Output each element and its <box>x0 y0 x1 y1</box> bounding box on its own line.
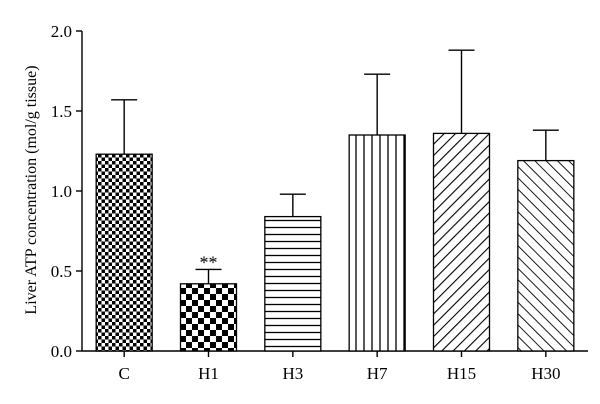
x-axis: C H1 H3 H7 H15 H30 <box>82 350 588 383</box>
annotations: ** <box>200 252 218 272</box>
bar-h7 <box>348 134 406 352</box>
x-tick-label-h30: H30 <box>531 364 560 383</box>
y-tick-label: 1.5 <box>51 102 72 121</box>
y-tick-label: 0.0 <box>51 342 72 361</box>
bar-c <box>95 153 153 352</box>
x-tick-label-h3: H3 <box>282 364 303 383</box>
x-tick-label-h15: H15 <box>447 364 476 383</box>
y-axis-label: Liver ATP concentration (mol/g tissue) <box>23 65 40 314</box>
y-tick-label: 2.0 <box>51 22 72 41</box>
significance-marker: ** <box>200 252 218 272</box>
y-tick-label: 0.5 <box>51 262 72 281</box>
x-tick-label-c: C <box>118 364 129 383</box>
bars <box>95 132 575 352</box>
x-tick-label-h7: H7 <box>367 364 388 383</box>
y-tick-label: 1.0 <box>51 182 72 201</box>
x-tick-label-h1: H1 <box>198 364 219 383</box>
bar-h30 <box>517 159 575 352</box>
error-bars <box>111 49 559 284</box>
y-axis: 0.0 0.5 1.0 1.5 2.0 <box>51 22 83 361</box>
bar-h15 <box>432 132 491 352</box>
bar-h3 <box>264 215 322 352</box>
bar-h1 <box>179 283 238 352</box>
